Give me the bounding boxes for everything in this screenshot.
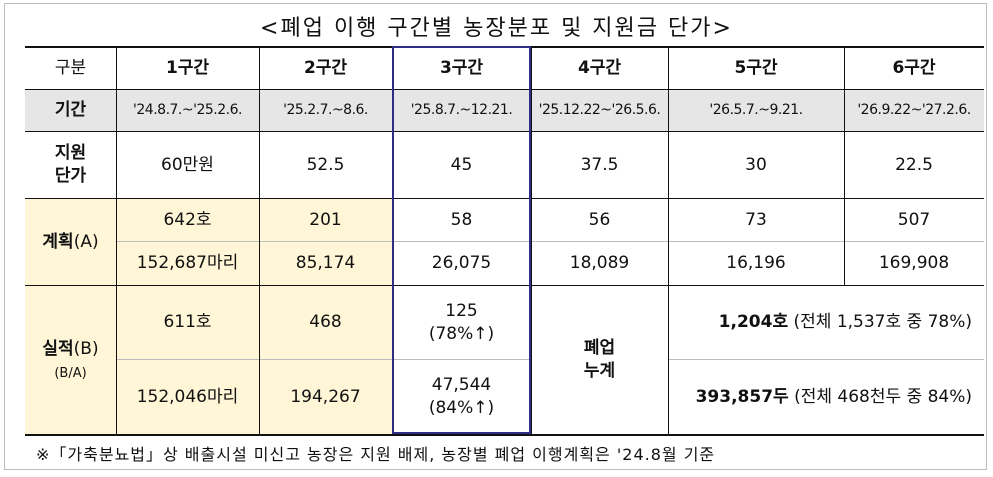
cumulative-farms-value: 1,204호 <box>718 312 789 333</box>
cumulative-label-line2: 누계 <box>583 361 616 381</box>
plan-heads-3: 26,075 <box>431 253 492 274</box>
col-divider-3-4 <box>531 47 532 434</box>
result-sec3-farms: 125 <box>445 300 478 321</box>
result-sec3-heads-pct: (84%↑) <box>428 398 495 418</box>
plan-farms-3: 58 <box>450 209 473 230</box>
result-label-main: 실적(B) <box>42 338 98 361</box>
plan-heads-5: 16,196 <box>726 253 786 274</box>
unit-price-5: 30 <box>745 154 767 175</box>
period-value-3: '25.8.7.~12.21. <box>392 90 531 131</box>
result-inner-divider-left <box>116 359 531 360</box>
col-divider-2-3 <box>392 47 393 434</box>
cumulative-farms: 1,204호 (전체 1,537호 중 78%) <box>668 286 984 359</box>
col-divider-1-2 <box>259 47 260 434</box>
result-heads-3: 47,544 (84%↑) <box>392 360 531 434</box>
plan-heads-1: 152,687마리 <box>116 242 259 285</box>
unit-price-2: 52.5 <box>306 154 345 175</box>
footnote: ※「가축분뇨법」상 배출시설 미신고 농장은 지원 배제, 농장별 폐업 이행계… <box>36 445 716 464</box>
table-top-border <box>25 46 984 48</box>
unit-price-divider <box>25 198 984 199</box>
cumulative-label: 폐업 누계 <box>531 286 668 434</box>
col-divider-4-5 <box>668 47 669 434</box>
period-value-4: '25.12.22~'26.5.6. <box>531 90 668 131</box>
unit-price-label-line1: 지원 <box>54 143 87 164</box>
plan-inner-divider <box>116 241 984 242</box>
plan-farms-1: 642호 <box>116 199 259 241</box>
header-section-6: 6구간 <box>844 47 984 89</box>
col-divider-5-6 <box>844 47 845 286</box>
cumulative-heads-value: 393,857두 <box>695 386 789 407</box>
result-farms-3: 125 (78%↑) <box>392 286 531 359</box>
result-label: 실적(B) (B/A) <box>25 286 116 434</box>
plan-label-suffix: (A) <box>73 231 99 252</box>
result-sec3-farms-pct: (78%↑) <box>428 323 495 344</box>
result-label-bold: 실적 <box>42 338 74 359</box>
cumulative-heads: 393,857두 (전체 468천두 중 84%) <box>668 360 984 434</box>
header-section-2: 2구간 <box>259 47 392 89</box>
header-section-3: 3구간 <box>392 47 531 89</box>
plan-farms-4: 56 <box>588 209 611 230</box>
header-section-5: 5구간 <box>668 47 844 89</box>
result-inner-divider-right <box>668 359 984 360</box>
period-value-1: '24.8.7.~'25.2.6. <box>116 90 259 131</box>
cumulative-farms-detail: (전체 1,537호 중 78%) <box>788 312 972 333</box>
result-heads-1: 152,046마리 <box>116 360 259 434</box>
col-divider-label <box>116 47 117 434</box>
result-label-suffix: (B) <box>73 338 99 359</box>
result-farms-2: 468 <box>259 286 392 359</box>
period-value-2: '25.2.7.~8.6. <box>259 90 392 131</box>
plan-label: 계획 (A) <box>25 199 116 285</box>
cumulative-heads-detail: (전체 468천두 중 84%) <box>788 386 972 407</box>
result-sec3-heads: 47,544 <box>431 375 492 396</box>
header-section-1: 1구간 <box>116 47 259 89</box>
header-section-4: 4구간 <box>531 47 668 89</box>
plan-farms-2: 201 <box>259 199 392 241</box>
header-divider <box>25 89 984 90</box>
plan-heads-2: 85,174 <box>259 242 392 285</box>
period-divider <box>25 131 984 132</box>
plan-farms-5: 73 <box>745 209 767 230</box>
period-value-6: '26.9.22~'27.2.6. <box>844 90 984 131</box>
unit-price-label: 지원 단가 <box>25 132 116 198</box>
result-heads-2: 194,267 <box>259 360 392 434</box>
unit-price-6: 22.5 <box>895 154 933 175</box>
period-value-5: '26.5.7.~9.21. <box>668 90 844 131</box>
page-title: <폐업 이행 구간별 농장분포 및 지원금 단가> <box>260 16 733 41</box>
result-farms-1: 611호 <box>116 286 259 359</box>
header-label: 구분 <box>25 47 116 89</box>
unit-price-4: 37.5 <box>580 154 619 175</box>
plan-divider <box>25 285 984 286</box>
table-bottom-border <box>25 434 984 436</box>
unit-price-3: 45 <box>450 154 473 175</box>
plan-farms-6: 507 <box>897 209 931 230</box>
plan-heads-4: 18,089 <box>569 253 630 274</box>
cumulative-label-line1: 폐업 <box>583 338 616 359</box>
plan-heads-6: 169,908 <box>878 253 950 274</box>
unit-price-label-line2: 단가 <box>54 166 87 186</box>
period-label: 기간 <box>25 90 116 131</box>
plan-label-bold: 계획 <box>42 231 74 252</box>
result-ratio-label: (B/A) <box>54 365 87 381</box>
unit-price-1: 60만원 <box>161 154 214 175</box>
